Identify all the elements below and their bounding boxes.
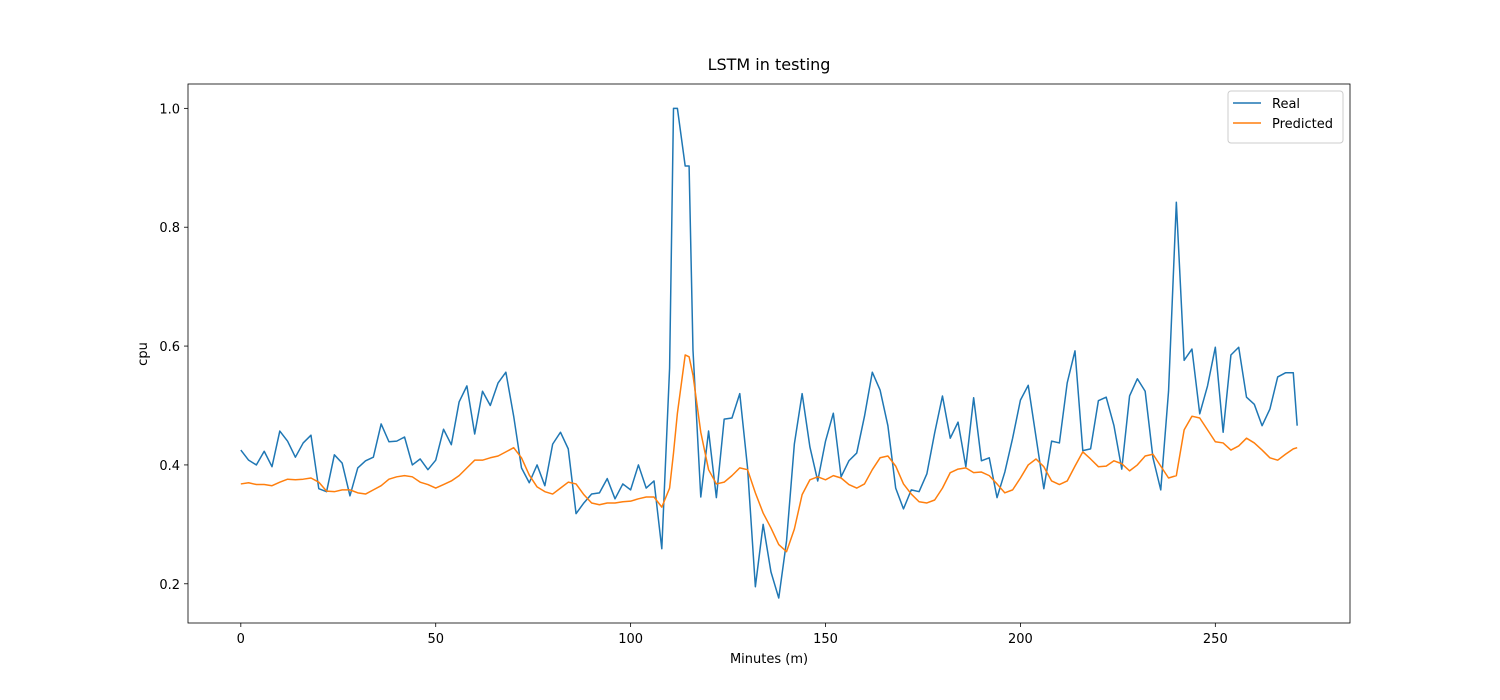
y-axis-label: cpu xyxy=(136,342,151,366)
data-line xyxy=(240,354,1298,553)
legend: Real Predicted xyxy=(1227,90,1344,144)
data-line xyxy=(240,107,1298,599)
x-tick-label: 0 xyxy=(237,632,245,647)
legend-label: Real xyxy=(1272,97,1300,112)
x-tick-label: 50 xyxy=(427,632,444,647)
x-tick-label: 200 xyxy=(1008,632,1033,647)
x-tick-label: 150 xyxy=(813,632,838,647)
legend-label: Predicted xyxy=(1272,117,1333,132)
x-axis-label: Minutes (m) xyxy=(730,652,808,667)
y-tick-label: 1.0 xyxy=(159,102,180,117)
chart-title: LSTM in testing xyxy=(708,55,831,74)
y-tick-label: 0.8 xyxy=(159,221,180,236)
x-tick-label: 100 xyxy=(618,632,643,647)
plot-frame xyxy=(187,83,1351,624)
legend-frame xyxy=(1227,90,1344,144)
y-tick-label: 0.2 xyxy=(159,578,180,593)
x-tick-label: 250 xyxy=(1203,632,1228,647)
y-tick-label: 0.6 xyxy=(159,340,180,355)
y-tick-label: 0.4 xyxy=(159,459,180,474)
